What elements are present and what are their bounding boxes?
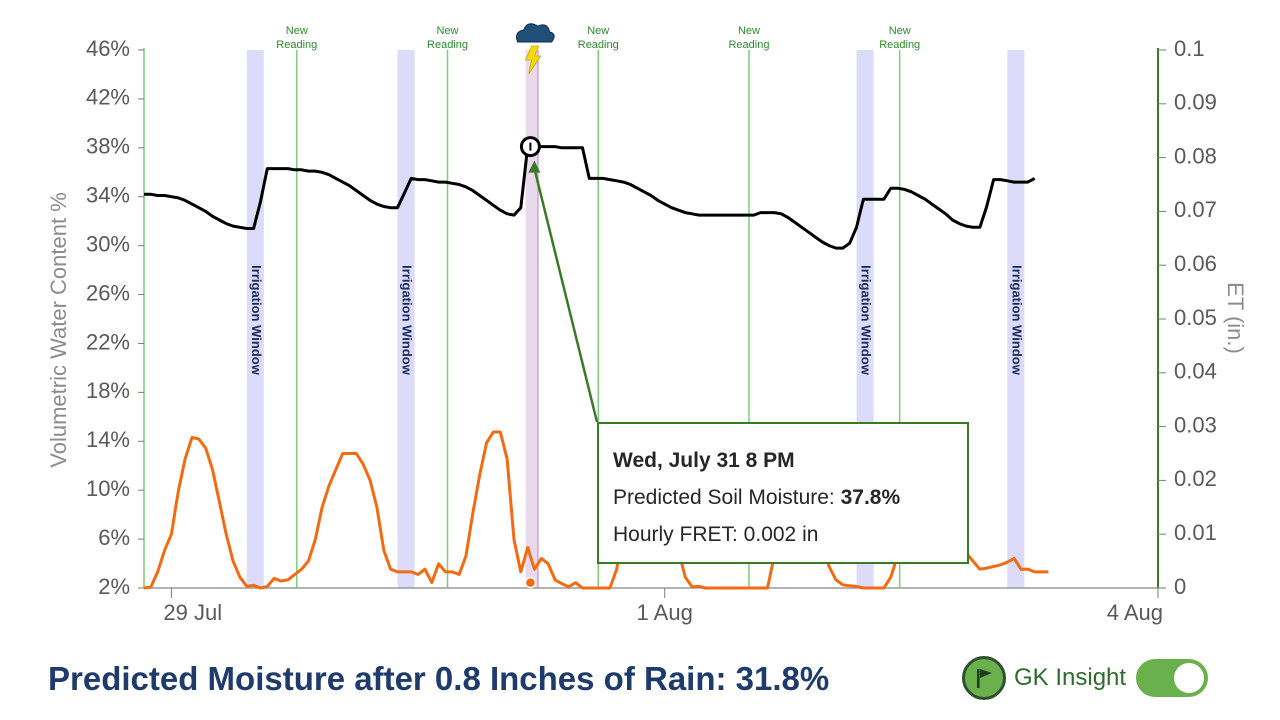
right-axis-tick-label: 0.04 xyxy=(1174,359,1217,384)
new-reading-label: Reading xyxy=(728,39,769,51)
irrigation-window-label: Irrigation Window xyxy=(400,265,415,376)
left-axis-tick-label: 2% xyxy=(98,574,130,599)
new-reading-label: Reading xyxy=(879,39,920,51)
new-reading-label: New xyxy=(738,25,760,37)
irrigation-band xyxy=(246,50,264,588)
right-axis-title: ET (in.) xyxy=(1223,282,1248,354)
left-axis-tick-label: 42% xyxy=(86,85,130,110)
tooltip-title: Wed, July 31 8 PM xyxy=(613,449,795,472)
irrigation-window-label: Irrigation Window xyxy=(1009,265,1024,376)
x-axis-tick-label: 4 Aug xyxy=(1107,600,1163,625)
irrigation-band xyxy=(1007,50,1025,588)
right-axis-tick-label: 0.05 xyxy=(1174,305,1217,330)
tooltip-moisture: Predicted Soil Moisture: 37.8% xyxy=(613,479,953,516)
right-axis-tick-label: 0.03 xyxy=(1174,412,1217,437)
tooltip-moisture-value: 37.8% xyxy=(840,486,901,509)
left-axis-title: Volumetric Water Content % xyxy=(46,192,71,468)
new-reading-label: New xyxy=(889,25,911,37)
insight-toggle[interactable] xyxy=(1136,659,1209,697)
left-axis-tick-label: 26% xyxy=(86,280,130,305)
tooltip-leader-line xyxy=(533,168,599,423)
new-reading-label: Reading xyxy=(427,39,468,51)
x-axis-tick-label: 29 Jul xyxy=(163,600,222,625)
irrigation-window-label: Irrigation Window xyxy=(859,265,874,376)
forecast-title: Predicted Moisture after 0.8 Inches of R… xyxy=(48,660,830,697)
lightning-icon xyxy=(525,45,542,75)
right-axis-tick-label: 0.09 xyxy=(1174,90,1217,115)
tooltip-fret: Hourly FRET: 0.002 in xyxy=(613,523,819,546)
tooltip-leader-arrow xyxy=(528,160,541,173)
new-reading-label: Reading xyxy=(578,39,619,51)
data-tooltip: Wed, July 31 8 PM Predicted Soil Moistur… xyxy=(597,422,969,564)
x-axis-tick-label: 1 Aug xyxy=(637,600,693,625)
toggle-knob xyxy=(1174,663,1205,693)
new-reading-label: New xyxy=(286,25,308,37)
left-axis-tick-label: 46% xyxy=(86,36,130,61)
new-reading-label: Reading xyxy=(276,39,317,51)
right-axis-tick-label: 0.08 xyxy=(1174,143,1217,168)
right-axis-tick-label: 0.01 xyxy=(1174,520,1217,545)
right-axis-tick-label: 0.1 xyxy=(1174,36,1205,61)
left-axis-tick-label: 14% xyxy=(86,427,130,452)
left-axis-tick-label: 34% xyxy=(86,183,130,208)
left-axis-tick-label: 22% xyxy=(86,329,130,354)
tooltip-moisture-label: Predicted Soil Moisture: xyxy=(613,486,841,509)
irrigation-window-label: Irrigation Window xyxy=(249,265,264,376)
irrigation-band xyxy=(397,50,415,588)
rain-band xyxy=(525,50,538,588)
new-reading-label: New xyxy=(587,25,609,37)
flag-icon xyxy=(962,656,1006,700)
storm-cloud-icon xyxy=(515,23,555,43)
new-reading-label: New xyxy=(437,25,459,37)
right-axis-tick-label: 0 xyxy=(1174,574,1186,599)
gk-insight-control[interactable]: GK Insight xyxy=(962,655,1209,701)
left-axis-tick-label: 10% xyxy=(86,476,130,501)
right-axis-tick-label: 0.02 xyxy=(1174,466,1217,491)
left-axis-tick-label: 18% xyxy=(86,378,130,403)
insight-label: GK Insight xyxy=(1014,664,1127,691)
left-axis-tick-label: 38% xyxy=(86,134,130,159)
moisture-line xyxy=(144,145,1036,250)
right-axis-tick-label: 0.06 xyxy=(1174,251,1217,276)
left-axis-tick-label: 6% xyxy=(98,525,130,550)
right-axis-tick-label: 0.07 xyxy=(1174,197,1217,222)
left-axis-tick-label: 30% xyxy=(86,231,130,256)
highlight-et-point xyxy=(524,576,537,589)
